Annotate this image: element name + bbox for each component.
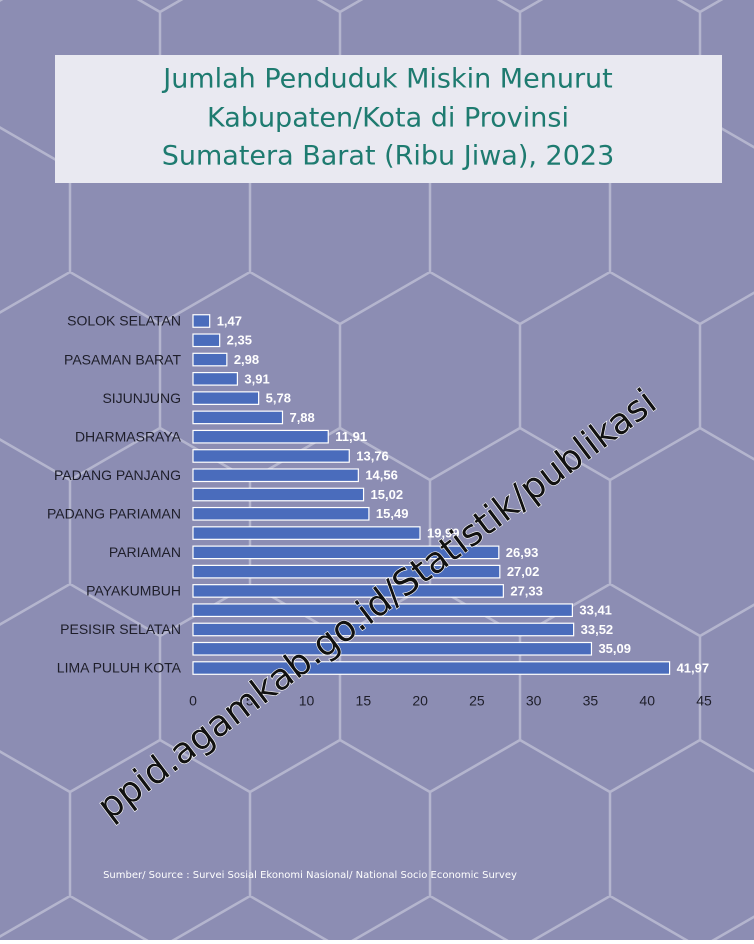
y-tick-label: PASAMAN BARAT: [64, 351, 181, 367]
bar: [192, 352, 228, 367]
value-label: 33,41: [579, 603, 612, 618]
value-label: 11,91: [335, 429, 367, 444]
value-label: 35,09: [598, 641, 631, 656]
value-label: 3,91: [244, 371, 269, 386]
value-label: 7,88: [289, 410, 314, 425]
bar: [192, 410, 284, 425]
bar: [192, 506, 370, 521]
y-tick-label: SOLOK SELATAN: [67, 313, 181, 329]
y-tick-label: SIJUNJUNG: [102, 390, 181, 406]
value-label: 19,99: [427, 526, 460, 541]
x-tick-label: 15: [356, 693, 372, 709]
x-tick-label: 30: [526, 693, 542, 709]
bar: [192, 314, 211, 328]
bar: [192, 333, 221, 348]
x-tick-label: 20: [412, 693, 428, 709]
y-tick-label: PESISIR SELATAN: [60, 621, 181, 637]
bar: [192, 429, 329, 444]
bar: [192, 641, 593, 656]
bar: [192, 622, 575, 637]
y-tick-label: PARIAMAN: [109, 544, 181, 560]
y-tick-label: PAYAKUMBUH: [86, 583, 181, 599]
value-label: 1,47: [217, 313, 242, 328]
bar: [192, 391, 260, 405]
y-tick-label: DHARMASRAYA: [75, 428, 182, 444]
source-note: Sumber/ Source : Survei Sosial Ekonomi N…: [103, 870, 517, 881]
value-label: 41,97: [677, 660, 710, 675]
y-tick-label: PADANG PANJANG: [54, 467, 181, 483]
bar: [192, 564, 501, 579]
x-tick-label: 35: [583, 693, 599, 709]
bar: [192, 449, 350, 463]
value-label: 2,35: [227, 333, 252, 348]
chart-title: Kabupaten/Kota di Provinsi: [207, 103, 569, 134]
value-label: 26,93: [506, 545, 539, 560]
value-label: 15,49: [376, 506, 409, 521]
value-label: 5,78: [266, 391, 291, 406]
x-tick-label: 40: [639, 693, 655, 709]
bar: [192, 545, 500, 560]
y-tick-label: PADANG PARIAMAN: [47, 506, 181, 522]
bar: [192, 468, 359, 483]
x-tick-label: 45: [696, 693, 712, 709]
title-box: [55, 55, 722, 183]
x-tick-label: 5: [246, 693, 254, 709]
value-label: 33,52: [581, 622, 614, 637]
x-tick-label: 10: [299, 693, 315, 709]
value-label: 13,76: [356, 448, 389, 463]
value-label: 27,02: [507, 564, 540, 579]
x-tick-label: 0: [189, 693, 197, 709]
bar: [192, 371, 239, 386]
bar: [192, 526, 421, 540]
x-tick-label: 25: [469, 693, 485, 709]
bar: [192, 584, 504, 598]
value-label: 2,98: [234, 352, 259, 367]
bar: [192, 487, 365, 502]
value-label: 15,02: [371, 487, 404, 502]
chart-title: Sumatera Barat (Ribu Jiwa), 2023: [162, 141, 615, 172]
bar: [192, 661, 671, 675]
value-label: 14,56: [365, 468, 398, 483]
chart-title: Jumlah Penduduk Miskin Menurut: [161, 64, 613, 95]
value-label: 27,33: [510, 583, 543, 598]
bar: [192, 603, 573, 618]
y-tick-label: LIMA PULUH KOTA: [57, 660, 182, 676]
